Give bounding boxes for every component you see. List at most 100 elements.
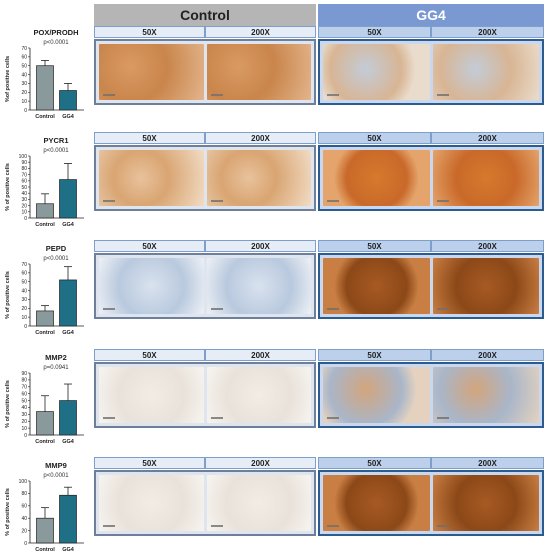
- y-axis-label: % of positive cells: [5, 271, 11, 319]
- scale-bar: [327, 200, 339, 202]
- x-tick-label: GG4: [62, 222, 75, 228]
- micrograph-50x: [323, 44, 430, 100]
- magnification-label: 200X: [205, 349, 316, 361]
- gg4-header: GG4: [318, 4, 544, 26]
- x-tick-label: GG4: [62, 547, 75, 553]
- scale-bar: [103, 417, 115, 419]
- y-tick-label: 0: [24, 433, 27, 439]
- y-tick-label: 100: [19, 154, 28, 160]
- gg4-image-frame: [318, 39, 544, 105]
- micrograph-50x: [99, 258, 204, 314]
- chart-pvalue: p<0.0001: [43, 256, 69, 262]
- control-magnification-row: 50X 200X: [94, 457, 316, 469]
- y-tick-label: 10: [21, 210, 27, 216]
- scale-bar: [436, 308, 449, 310]
- bar-gg4: [59, 494, 77, 544]
- gg4-magnification-row: 50X 200X: [318, 132, 544, 144]
- x-tick-label: Control: [35, 439, 55, 445]
- micrograph-200x: [206, 44, 311, 100]
- control-image-frame: [94, 39, 316, 105]
- y-tick-label: 20: [21, 419, 27, 425]
- magnification-label: 200X: [431, 240, 544, 252]
- micrograph-200x: [432, 150, 539, 206]
- y-tick-label: 70: [21, 262, 27, 268]
- y-tick-label: 50: [21, 185, 27, 191]
- bar-chart-5: MMP9 p<0.0001 0 20 40 60 80 100 % of positive ce…: [0, 459, 92, 554]
- micrograph-200x: [432, 44, 539, 100]
- y-tick-label: 90: [21, 371, 27, 377]
- scale-bar: [436, 200, 449, 202]
- control-header: Control: [94, 4, 316, 26]
- y-tick-label: 40: [21, 516, 27, 522]
- scale-bar: [327, 417, 339, 419]
- y-axis-label: %of positive cells: [5, 56, 11, 102]
- y-tick-label: 50: [21, 280, 27, 286]
- y-tick-label: 90: [21, 160, 27, 166]
- y-tick-label: 70: [21, 385, 27, 391]
- micrograph-200x: [206, 258, 311, 314]
- micrograph-200x: [206, 475, 311, 531]
- bar-control: [36, 411, 54, 436]
- magnification-label: 50X: [94, 349, 205, 361]
- gg4-image-frame: [318, 253, 544, 319]
- chart-title: PEPD: [46, 244, 67, 253]
- magnification-label: 200X: [205, 240, 316, 252]
- y-tick-label: 10: [21, 99, 27, 105]
- y-tick-label: 0: [24, 541, 27, 547]
- y-axis-label: % of positive cells: [5, 380, 11, 428]
- scale-bar: [210, 200, 223, 202]
- scale-bar: [103, 94, 115, 96]
- control-image-frame: [94, 362, 316, 428]
- y-tick-label: 30: [21, 412, 27, 418]
- scale-bar: [327, 94, 339, 96]
- magnification-label: 50X: [318, 457, 431, 469]
- scale-bar: [327, 525, 339, 527]
- control-magnification-row: 50X 200X: [94, 240, 316, 252]
- magnification-label: 200X: [205, 26, 316, 38]
- y-tick-label: 50: [21, 64, 27, 70]
- bar-control: [36, 517, 54, 544]
- chart-title: POX/PRODH: [33, 28, 78, 37]
- micrograph-200x: [432, 367, 539, 423]
- control-magnification-row: 50X 200X: [94, 132, 316, 144]
- micrograph-50x: [99, 475, 204, 531]
- gg4-header-label: GG4: [416, 7, 446, 23]
- chart-svg: PEPD p<0.0001 0 10 20 30 40 50 60 70 % of positive…: [5, 244, 84, 336]
- micrograph-50x: [323, 258, 430, 314]
- y-tick-label: 60: [21, 179, 27, 185]
- magnification-label: 50X: [94, 26, 205, 38]
- y-tick-label: 70: [21, 172, 27, 178]
- micrograph-50x: [99, 150, 204, 206]
- magnification-label: 50X: [318, 240, 431, 252]
- micrograph-50x: [323, 150, 430, 206]
- micrograph-200x: [432, 475, 539, 531]
- bar-gg4: [59, 90, 77, 111]
- chart-pvalue: p<0.0001: [43, 148, 69, 154]
- chart-title: MMP2: [45, 353, 67, 362]
- control-image-frame: [94, 470, 316, 536]
- micrograph-50x: [323, 367, 430, 423]
- chart-title: MMP9: [45, 461, 67, 470]
- magnification-label: 50X: [94, 457, 205, 469]
- bar-gg4: [59, 179, 77, 219]
- chart-svg: MMP9 p<0.0001 0 20 40 60 80 100 % of positive ce…: [5, 461, 84, 553]
- gg4-magnification-row: 50X 200X: [318, 26, 544, 38]
- scale-bar: [103, 308, 115, 310]
- y-tick-label: 70: [21, 46, 27, 52]
- chart-pvalue: p<0.0001: [43, 473, 69, 479]
- bar-control: [36, 310, 54, 327]
- y-tick-label: 60: [21, 391, 27, 397]
- bar-gg4: [59, 279, 77, 327]
- micrograph-50x: [99, 44, 204, 100]
- y-tick-label: 50: [21, 398, 27, 404]
- magnification-label: 200X: [205, 457, 316, 469]
- y-tick-label: 30: [21, 197, 27, 203]
- gg4-magnification-row: 50X 200X: [318, 240, 544, 252]
- bar-gg4: [59, 400, 77, 436]
- y-tick-label: 100: [19, 479, 28, 485]
- chart-svg: POX/PRODH p<0.0001 0 10 20 30 40 50 60 70 %of posi…: [5, 28, 84, 120]
- gg4-image-frame: [318, 470, 544, 536]
- x-tick-label: Control: [35, 114, 55, 120]
